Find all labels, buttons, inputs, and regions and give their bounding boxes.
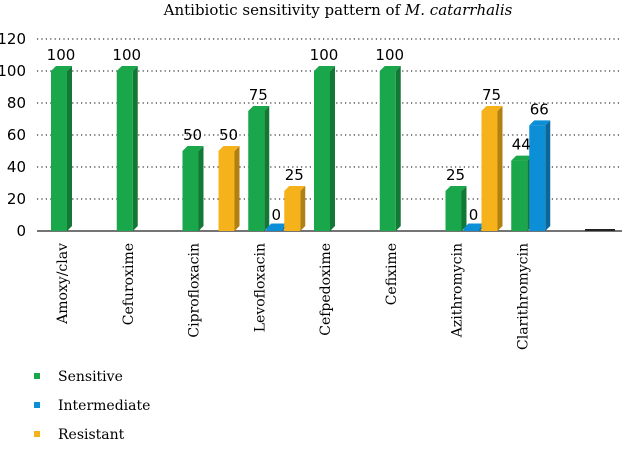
bar-top <box>463 223 485 229</box>
y-axis: 0 20 40 60 80 100 120 <box>0 30 26 240</box>
bar-front <box>314 71 330 231</box>
bars <box>51 66 551 231</box>
legend-label-sensitive: Sensitive <box>58 369 123 385</box>
bar-front <box>218 151 235 231</box>
bar-top <box>511 155 533 161</box>
bar-front <box>284 191 301 231</box>
data-label: 100 <box>112 46 141 64</box>
bar-sensitive-3 <box>248 106 270 231</box>
bar-resistant-2 <box>218 146 240 231</box>
bar-front <box>379 71 396 231</box>
y-tick-label: 80 <box>7 94 26 112</box>
data-label: 66 <box>530 100 549 118</box>
data-label: 100 <box>375 46 404 64</box>
bar-top <box>445 186 467 191</box>
bar-sensitive-1 <box>116 66 138 231</box>
bar-side <box>198 146 204 231</box>
bar-front <box>445 191 462 231</box>
x-tick-label: Cefixime <box>384 243 400 305</box>
bar-front <box>248 111 265 231</box>
legend-swatch-resistant <box>34 431 40 437</box>
bar-intermediate-7 <box>529 120 551 231</box>
bar-top <box>51 66 72 71</box>
bar-side <box>67 66 72 231</box>
data-label: 50 <box>219 126 238 144</box>
bar-top <box>481 106 503 111</box>
bar-front <box>182 151 199 231</box>
data-label: 75 <box>482 86 501 104</box>
x-tick-label: Amoxy/clav <box>55 243 71 325</box>
y-tick-label: 0 <box>16 222 26 240</box>
bar-top <box>116 66 138 71</box>
bar-side <box>330 66 335 231</box>
bar-front <box>116 71 133 231</box>
x-tick-label: Ciprofloxacin <box>187 243 203 338</box>
bar-top <box>182 146 204 151</box>
x-tick-label: Azithromycin <box>450 243 466 338</box>
x-tick-label: Levofloxacin <box>252 243 268 332</box>
y-tick-label: 60 <box>7 126 26 144</box>
bar-intermediate-6 <box>463 223 485 231</box>
bar-top <box>284 186 306 191</box>
bar-top <box>379 66 401 71</box>
bar-side <box>300 186 306 231</box>
data-label: 44 <box>512 136 531 154</box>
legend-label-resistant: Resistant <box>58 427 125 443</box>
bar-top <box>248 106 270 111</box>
x-tick-label: Cefuroxime <box>121 243 137 325</box>
bar-front <box>266 228 283 231</box>
bar-sensitive-2 <box>182 146 204 231</box>
bar-sensitive-6 <box>445 186 467 231</box>
y-tick-label: 100 <box>0 62 26 80</box>
legend-swatch-sensitive <box>34 373 40 379</box>
bar-top <box>266 223 288 229</box>
bar-front <box>51 71 67 231</box>
data-label: 75 <box>249 86 268 104</box>
bar-sensitive-5 <box>379 66 401 231</box>
data-label: 0 <box>469 206 479 224</box>
data-label: 25 <box>446 166 465 184</box>
bar-side <box>234 146 240 231</box>
data-label: 0 <box>271 206 281 224</box>
legend-swatch-intermediate <box>34 402 40 408</box>
data-label: 100 <box>47 46 76 64</box>
bar-resistant-3 <box>284 186 306 231</box>
chart-title: Antibiotic sensitivity pattern of M. cat… <box>163 1 513 19</box>
data-labels: 100 100 50 50 75 0 25 100 100 25 0 75 44 66 <box>47 46 549 224</box>
bar-sensitive-7 <box>511 155 533 231</box>
bar-resistant-6 <box>481 106 503 231</box>
bar-intermediate-3 <box>266 223 288 231</box>
bar-front <box>529 125 546 231</box>
bar-front <box>481 111 498 231</box>
bar-top <box>529 120 551 126</box>
legend-label-intermediate: Intermediate <box>58 398 150 414</box>
bar-front <box>463 228 480 231</box>
data-label: 100 <box>310 46 339 64</box>
bar-top <box>314 66 335 71</box>
x-axis: Amoxy/clav Cefuroxime Ciprofloxacin Levoflo… <box>55 229 615 350</box>
y-tick-label: 20 <box>7 190 26 208</box>
bar-front <box>511 160 528 231</box>
bar-side <box>132 66 138 231</box>
bar-side <box>545 120 551 231</box>
data-label: 25 <box>285 166 304 184</box>
bar-side <box>497 106 503 231</box>
y-tick-label: 120 <box>0 30 26 48</box>
x-tick-label: Clarithromycin <box>515 243 531 350</box>
bar-side <box>264 106 270 231</box>
y-tick-label: 40 <box>7 158 26 176</box>
bar-sensitive-0 <box>51 66 72 231</box>
legend: Sensitive Intermediate Resistant <box>34 369 150 443</box>
bar-side <box>395 66 401 231</box>
bar-top <box>218 146 240 151</box>
bar-side <box>461 186 467 231</box>
bar-sensitive-4 <box>314 66 335 231</box>
data-label: 50 <box>183 126 202 144</box>
x-tick-label: Cefpedoxime <box>318 243 334 336</box>
